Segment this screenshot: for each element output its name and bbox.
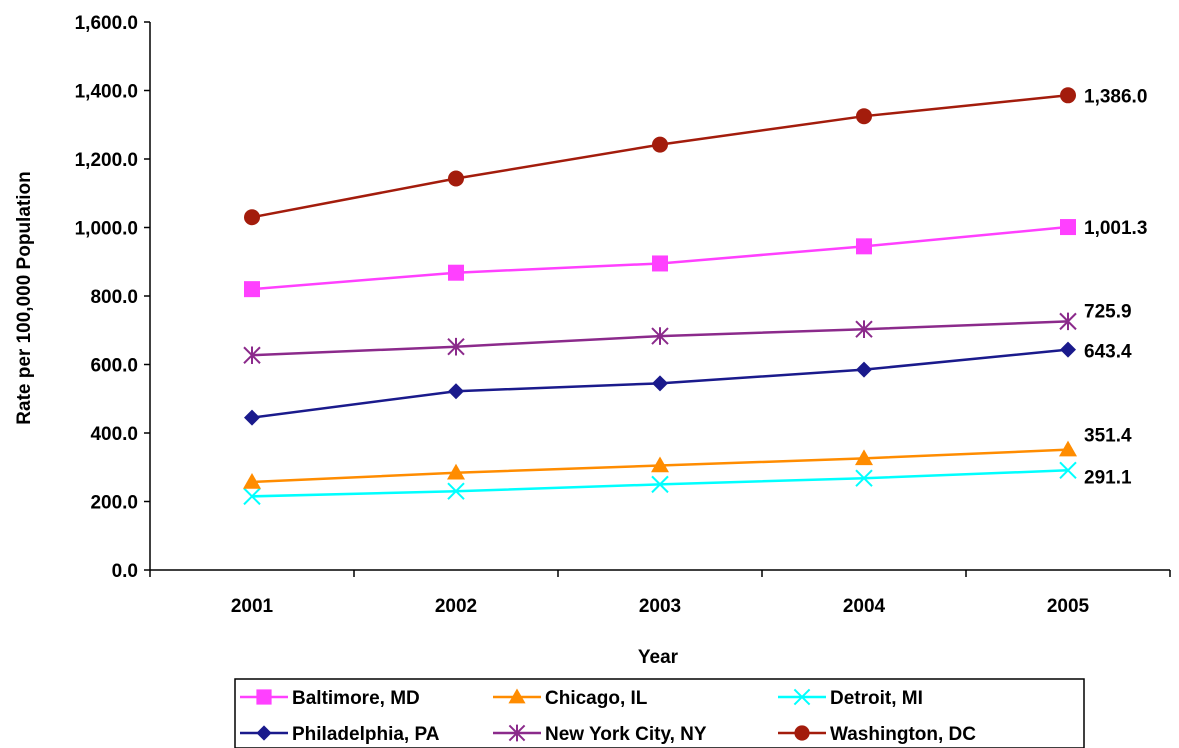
- series-line: [251, 94, 1069, 219]
- data-point: [1060, 341, 1076, 358]
- data-label: 1,386.0: [1084, 86, 1147, 107]
- x-tick-label: 2004: [843, 596, 886, 617]
- series-layer: 1,001.3 351.4 291.1 643.4 725.9 1,386.0: [243, 86, 1147, 506]
- legend-item: Philadelphia, PA: [240, 724, 440, 745]
- x-axis: 2001 2002 2003 2004 2005: [149, 569, 1171, 617]
- data-point: [855, 449, 873, 466]
- y-tick-label: 600.0: [90, 356, 138, 377]
- data-point: [652, 255, 668, 272]
- data-point: [855, 320, 873, 339]
- data-point: [448, 264, 464, 281]
- series-philadelphia-pa: [244, 341, 1076, 426]
- legend-label: New York City, NY: [545, 724, 707, 745]
- data-point: [447, 337, 465, 356]
- data-point: [855, 469, 873, 487]
- data-point: [651, 475, 669, 494]
- y-tick-label: 0.0: [112, 561, 138, 582]
- x-tick-label: 2003: [639, 596, 681, 617]
- y-tick-label: 1,200.0: [75, 150, 138, 171]
- data-point: [447, 482, 465, 500]
- data-point: [244, 281, 260, 298]
- x-tick-label: 2002: [435, 596, 477, 617]
- data-point: [448, 170, 464, 187]
- legend-marker: [256, 725, 272, 741]
- data-point: [1059, 461, 1077, 480]
- data-point: [1060, 219, 1076, 236]
- series-chicago-il: [243, 440, 1077, 489]
- legend-marker: [508, 724, 526, 742]
- x-tick-label: 2005: [1047, 596, 1090, 617]
- legend-label: Philadelphia, PA: [292, 724, 440, 745]
- data-point: [244, 409, 260, 426]
- data-point: [243, 487, 261, 506]
- data-point: [244, 209, 260, 226]
- y-tick-label: 1,400.0: [75, 82, 138, 103]
- legend-item: Washington, DC: [778, 724, 976, 745]
- legend-box: [234, 678, 1085, 748]
- legend-marker: [793, 688, 811, 706]
- data-point: [448, 383, 464, 400]
- data-point: [651, 327, 669, 345]
- data-point: [856, 361, 872, 378]
- data-point: [651, 456, 669, 473]
- data-point: [1059, 312, 1077, 331]
- series-new-york-city-ny: [243, 312, 1077, 365]
- y-tick-label: 200.0: [90, 493, 138, 514]
- legend-marker: [256, 689, 272, 705]
- data-point: [447, 463, 465, 480]
- legend-item: Chicago, IL: [493, 688, 648, 709]
- data-label: 643.4: [1084, 342, 1132, 363]
- legend-label: Detroit, MI: [830, 688, 923, 709]
- data-label: 725.9: [1084, 301, 1132, 322]
- legend-label: Washington, DC: [830, 724, 976, 745]
- legend-item: Detroit, MI: [778, 688, 923, 709]
- data-label: 351.4: [1084, 426, 1132, 447]
- data-point: [856, 238, 872, 255]
- data-point: [652, 375, 668, 392]
- y-tick-label: 1,600.0: [75, 13, 138, 34]
- series-baltimore-md: [244, 219, 1076, 298]
- data-point: [1059, 440, 1077, 457]
- series-detroit-mi: [243, 461, 1077, 506]
- legend: Baltimore, MD Chicago, IL Detroit, MI Phila…: [234, 678, 1085, 748]
- data-label: 1,001.3: [1084, 218, 1147, 239]
- y-axis-title: Rate per 100,000 Population: [14, 171, 35, 424]
- legend-label: Baltimore, MD: [292, 688, 420, 709]
- data-point: [243, 472, 261, 489]
- series-washington-dc: [244, 87, 1076, 226]
- data-point: [243, 346, 261, 365]
- legend-label: Chicago, IL: [545, 688, 648, 709]
- data-point: [1060, 87, 1076, 104]
- y-tick-label: 800.0: [90, 287, 138, 308]
- legend-item: Baltimore, MD: [240, 688, 420, 709]
- y-tick-label: 1,000.0: [75, 219, 138, 240]
- y-tick-label: 400.0: [90, 424, 138, 445]
- x-axis-title: Year: [638, 647, 679, 668]
- data-label: 291.1: [1084, 467, 1132, 488]
- data-point: [652, 136, 668, 153]
- legend-marker: [794, 725, 810, 741]
- legend-item: New York City, NY: [493, 724, 707, 745]
- legend-marker: [508, 688, 526, 704]
- x-tick-label: 2001: [231, 596, 274, 617]
- y-axis: 0.0 200.0 400.0 600.0 800.0 1,000.0 1,200.0 1,4…: [75, 13, 151, 582]
- data-point: [856, 108, 872, 125]
